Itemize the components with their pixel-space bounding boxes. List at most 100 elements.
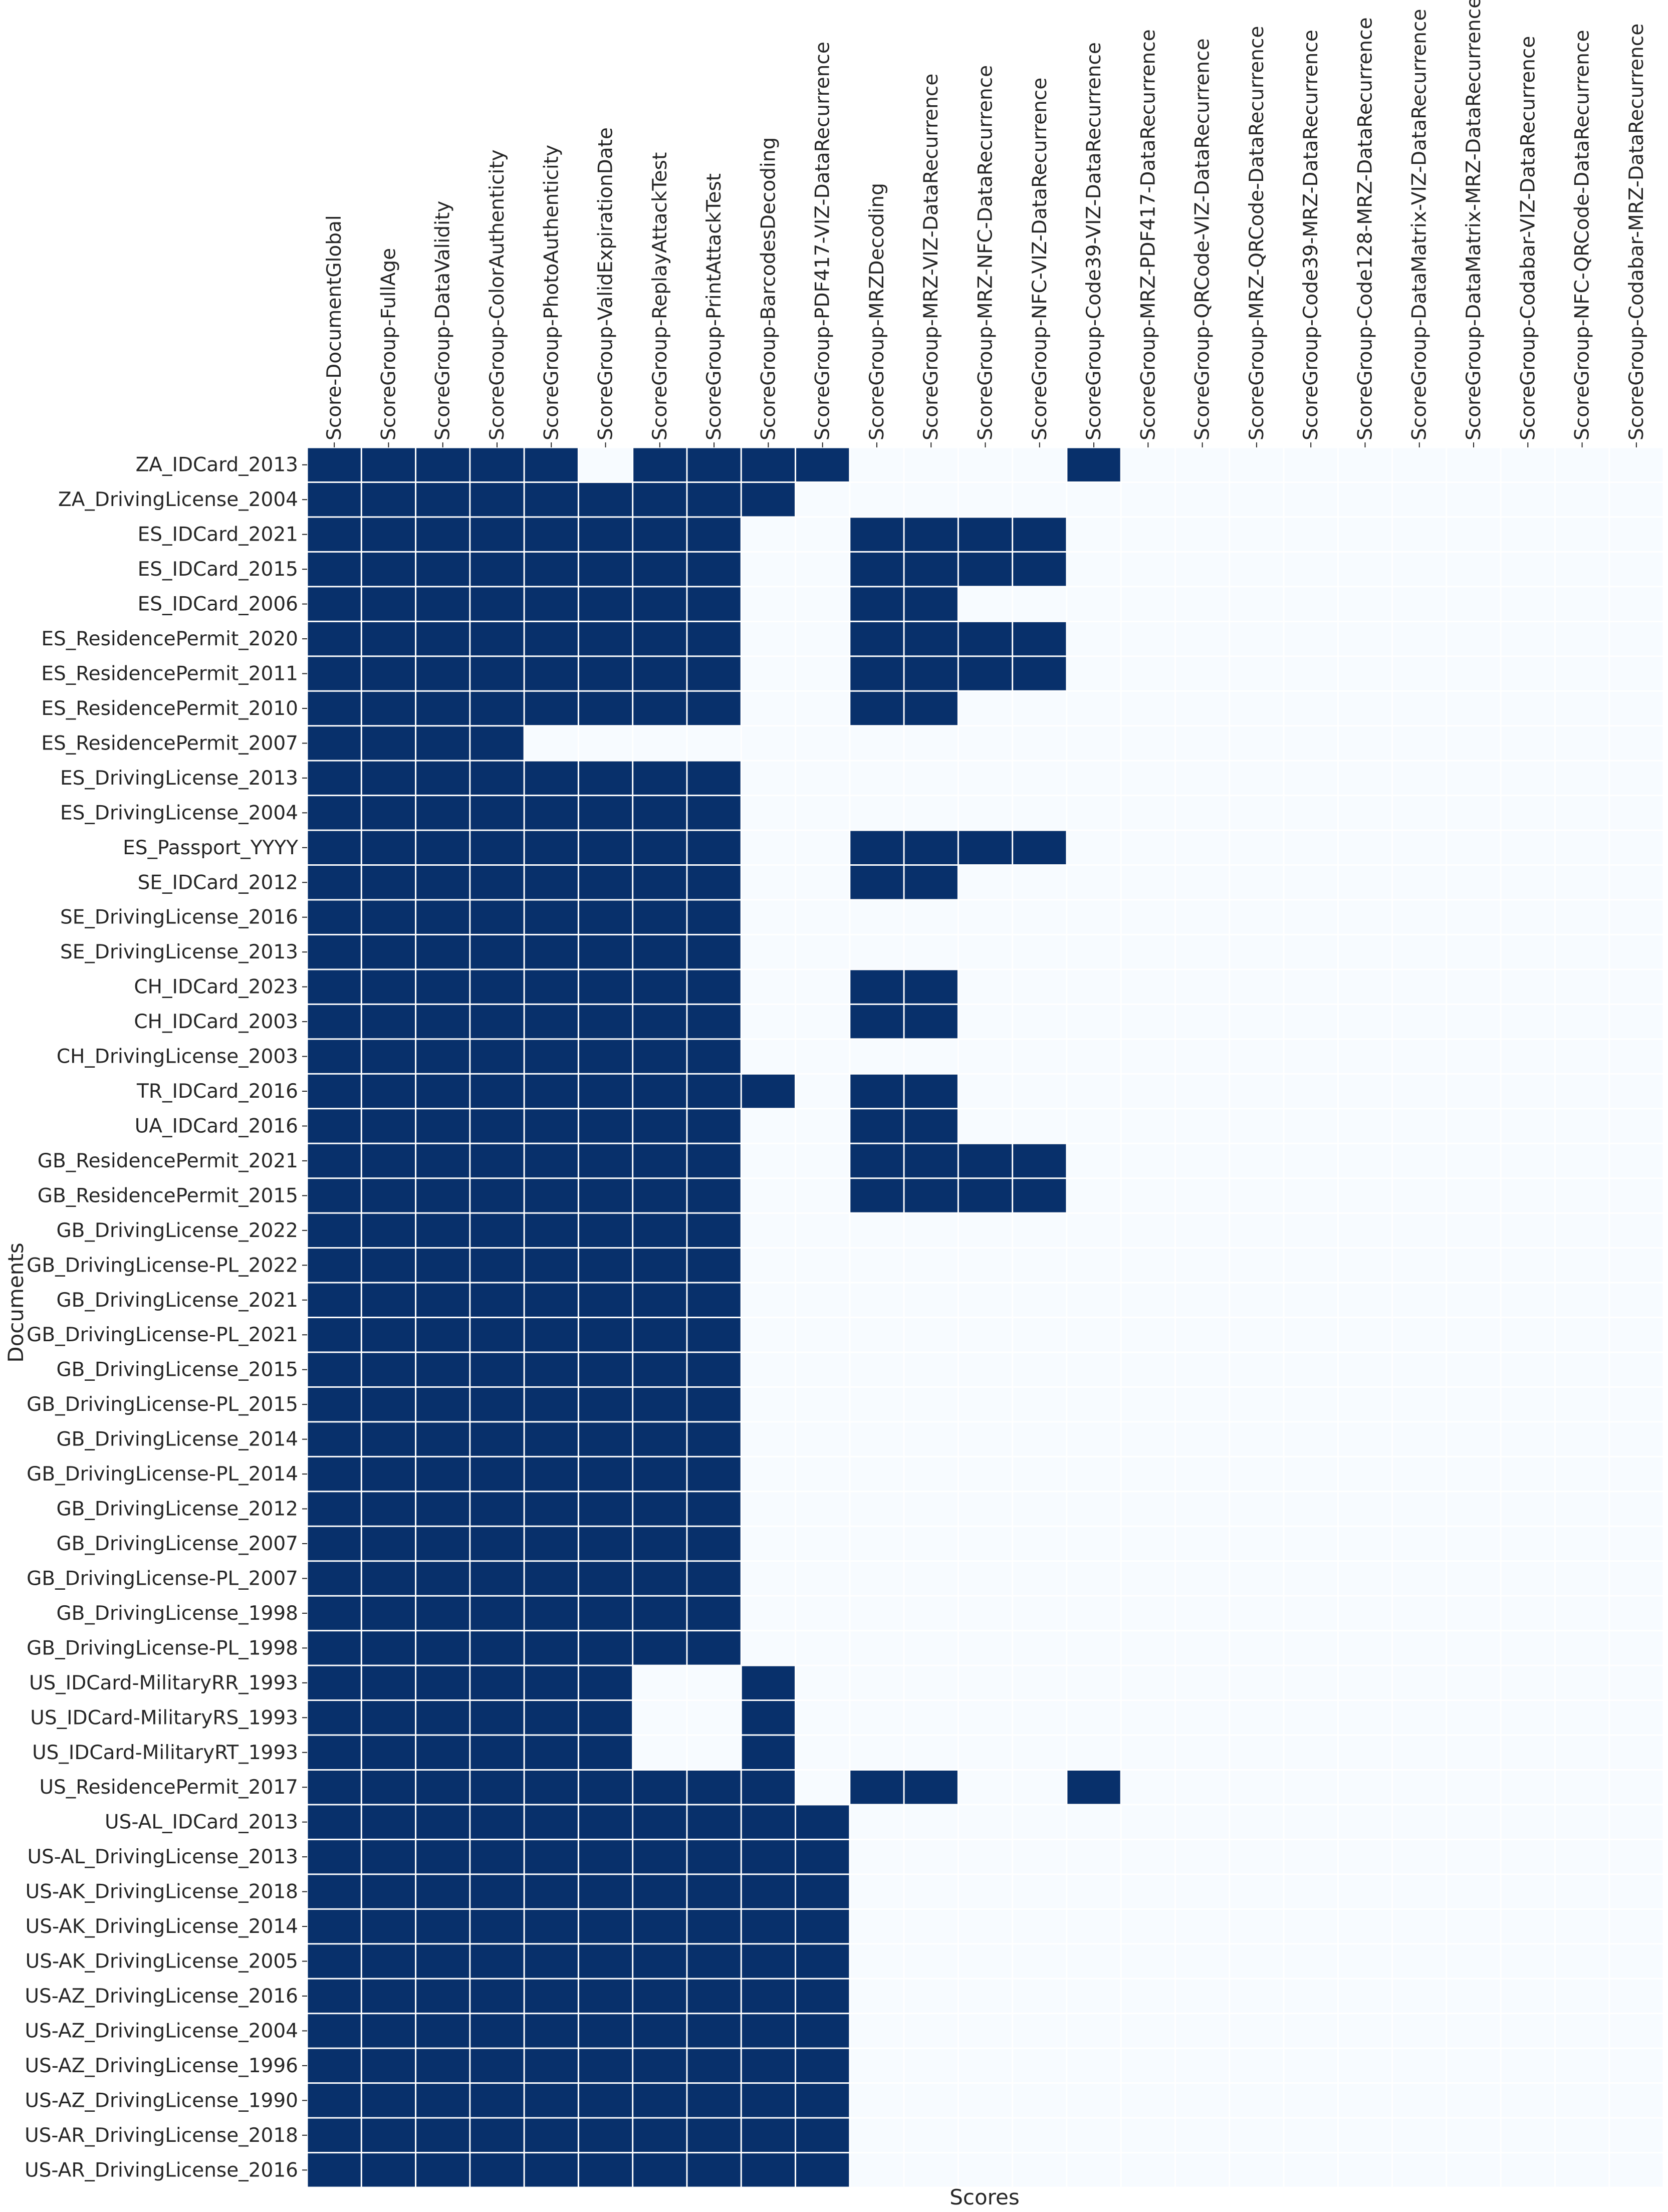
heatmap-cell (796, 1875, 849, 1908)
heatmap-cell (850, 2118, 903, 2152)
heatmap-cell (687, 1457, 741, 1491)
heatmap-cell (1284, 796, 1337, 830)
heatmap-cell (1175, 1492, 1229, 1526)
y-tick-label: GB_ResidencePermit_2021 (38, 1150, 298, 1172)
heatmap-cell (687, 1005, 741, 1039)
heatmap-cell (1555, 1736, 1609, 1769)
heatmap-cell (308, 1249, 361, 1282)
heatmap-cell (959, 1596, 1012, 1630)
heatmap-cell (1013, 1249, 1066, 1282)
heatmap-cell (308, 1353, 361, 1386)
heatmap-cell (1447, 1213, 1500, 1248)
heatmap-cell (1284, 1005, 1337, 1039)
heatmap-cell (308, 2084, 361, 2117)
heatmap-cell (742, 2014, 795, 2048)
heatmap-cell (1501, 448, 1554, 481)
heatmap-cell (308, 1979, 361, 2013)
heatmap-cell (796, 726, 849, 760)
heatmap-cell (525, 2118, 578, 2152)
heatmap-cell (742, 900, 795, 934)
heatmap-cell (742, 1527, 795, 1561)
heatmap-cell (362, 657, 415, 690)
heatmap-cell (633, 1074, 686, 1108)
heatmap-cell (1338, 1944, 1392, 1978)
heatmap-cell (1338, 1909, 1392, 1943)
heatmap-cell (1393, 657, 1446, 690)
heatmap-cell (470, 1875, 524, 1908)
heatmap-cell (308, 518, 361, 551)
heatmap-cell (1067, 552, 1120, 586)
heatmap-cell (1230, 1701, 1283, 1735)
heatmap-cell (416, 1979, 469, 2013)
y-tick-label: SE_DrivingLicense_2013 (60, 941, 298, 963)
heatmap-cell (904, 552, 958, 586)
heatmap-cell (1393, 935, 1446, 969)
heatmap-cell (687, 1527, 741, 1561)
x-tick-label: ScoreGroup-DataMatrix-VIZ-DataRecurrence (1408, 9, 1431, 440)
heatmap-cell (1121, 900, 1174, 934)
heatmap-cell (1338, 1631, 1392, 1665)
heatmap-cell (1610, 831, 1663, 865)
heatmap-cell (633, 1770, 686, 1804)
heatmap-cell (1013, 2084, 1066, 2117)
heatmap-cell (308, 482, 361, 517)
heatmap-cell (1447, 1318, 1500, 1352)
heatmap-cell (850, 1527, 903, 1561)
heatmap-cell (1230, 1666, 1283, 1700)
heatmap-cell (1230, 1527, 1283, 1561)
heatmap-cell (633, 622, 686, 656)
heatmap-cell (470, 1562, 524, 1595)
heatmap-cell (959, 1144, 1012, 1178)
heatmap-cell (1175, 1944, 1229, 1978)
heatmap-cell (1447, 2118, 1500, 2152)
heatmap-cell (1555, 1492, 1609, 1526)
heatmap-cell (1610, 2084, 1663, 2117)
heatmap-cell (742, 831, 795, 865)
heatmap-cell (308, 448, 361, 481)
heatmap-cell (416, 1213, 469, 1248)
heatmap-cell (1393, 587, 1446, 621)
heatmap-cell (525, 1353, 578, 1386)
heatmap-cell (470, 1666, 524, 1700)
heatmap-cell (1501, 1562, 1554, 1595)
heatmap-cell (1175, 1770, 1229, 1804)
heatmap-cell (308, 935, 361, 969)
heatmap-cell (1121, 1944, 1174, 1978)
heatmap-cell (1230, 691, 1283, 725)
heatmap-cell (525, 587, 578, 621)
heatmap-cell (687, 726, 741, 760)
heatmap-cell (579, 1840, 632, 1874)
heatmap-cell (1230, 1492, 1283, 1526)
heatmap-cell (1175, 1840, 1229, 1874)
heatmap-cell (1013, 900, 1066, 934)
heatmap-cell (1067, 1666, 1120, 1700)
heatmap-cell (1284, 482, 1337, 517)
heatmap-cell (1175, 1596, 1229, 1630)
heatmap-cell (959, 1805, 1012, 1839)
heatmap-cell (1121, 831, 1174, 865)
heatmap-cell (362, 1213, 415, 1248)
y-tick-label: US_IDCard-MilitaryRS_1993 (30, 1706, 298, 1729)
heatmap-cell (687, 587, 741, 621)
heatmap-cell (1230, 866, 1283, 899)
heatmap-cell (1555, 587, 1609, 621)
heatmap-cell (416, 552, 469, 586)
x-axis-label: Scores (949, 2185, 1020, 2209)
heatmap-cell (742, 1770, 795, 1804)
heatmap-cell (362, 1944, 415, 1978)
heatmap-cell (1230, 1040, 1283, 1073)
heatmap-cell (904, 1074, 958, 1108)
heatmap-cell (1501, 1631, 1554, 1665)
heatmap-cell (1067, 1631, 1120, 1665)
heatmap-cell (416, 448, 469, 481)
heatmap-cell (1501, 1249, 1554, 1282)
heatmap-cell (362, 1770, 415, 1804)
heatmap-cell (1284, 866, 1337, 899)
heatmap-cell (850, 1805, 903, 1839)
heatmap-cell (904, 726, 958, 760)
heatmap-cell (579, 900, 632, 934)
heatmap-cell (796, 1631, 849, 1665)
heatmap-cell (633, 1109, 686, 1143)
heatmap-cell (1555, 1666, 1609, 1700)
heatmap-cell (1175, 831, 1229, 865)
